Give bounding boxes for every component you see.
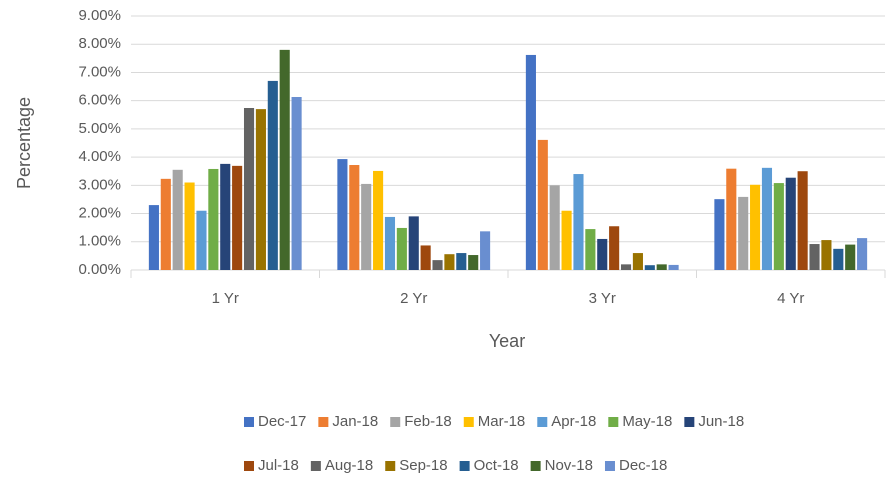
bar [220,163,231,270]
legend-swatch [608,417,619,427]
bar [549,185,560,270]
legend-label: Sep-18 [399,457,447,474]
bar [279,49,290,270]
bar [857,238,868,270]
bar [809,244,820,270]
bar [196,210,207,270]
bar [373,170,384,270]
bar [773,183,784,270]
bar [361,183,372,270]
bar [561,210,572,270]
y-tick-label: 1.00% [78,233,121,250]
legend-label: Mar-18 [478,413,526,430]
bar [537,139,548,270]
bar [172,169,183,270]
y-tick-label: 2.00% [78,205,121,222]
bar [349,165,360,270]
legend-label: Apr-18 [551,413,596,430]
bar [480,231,491,270]
bar [714,199,725,270]
bar [761,167,773,270]
legend-swatch [244,461,254,471]
x-tick-label: 3 Yr [589,290,616,307]
legend-label: Jan-18 [332,413,378,430]
bar [833,248,844,270]
bar [573,174,584,270]
legend-swatch [310,461,321,471]
legend-swatch [318,417,329,427]
legend-label: Dec-18 [619,457,667,474]
y-tick-label: 8.00% [78,35,121,52]
bar [785,177,796,270]
legend-label: Jul-18 [258,457,299,474]
legend-label: Jun-18 [698,413,744,430]
y-tick-label: 9.00% [78,7,121,24]
legend-label: Feb-18 [404,413,452,430]
legend-label: Oct-18 [474,457,519,474]
bar [585,229,596,270]
y-tick-label: 7.00% [78,63,121,80]
legend-swatch [604,461,615,471]
legend-swatch [390,417,401,427]
bar [160,178,171,270]
bar [597,238,608,270]
bar [243,108,255,270]
bar [797,171,808,270]
y-tick-label: 4.00% [78,148,121,165]
bar [632,253,643,270]
legend-label: Dec-17 [258,413,306,430]
bar [396,227,407,270]
y-axis-title: Percentage [14,97,34,189]
bar [408,216,419,270]
bar [738,196,749,270]
bar [184,182,195,270]
legend-label: Nov-18 [545,457,593,474]
bar [821,240,832,270]
y-tick-label: 6.00% [78,92,121,109]
bar [468,255,479,270]
legend-swatch [244,417,254,427]
bar [208,168,219,270]
legend-swatch [537,417,548,427]
bar [620,264,632,270]
bar [337,159,348,270]
bar [444,254,455,270]
x-axis-title: Year [489,331,525,351]
legend-swatch [530,461,541,471]
bar [148,205,159,270]
bar [609,226,620,270]
bar [668,264,679,270]
legend-label: May-18 [622,413,672,430]
x-tick-label: 4 Yr [777,290,804,307]
y-tick-label: 3.00% [78,176,121,193]
bar [750,184,761,270]
legend-swatch [684,417,695,427]
legend-swatch [385,461,396,471]
y-tick-label: 5.00% [78,120,121,137]
bar [525,54,536,270]
x-tick-label: 1 Yr [212,290,239,307]
bar [232,165,243,270]
bar [420,245,431,270]
legend-swatch [459,461,470,471]
bar [644,265,655,270]
legend-swatch [463,417,474,427]
bar [291,96,302,271]
bar [384,216,396,270]
bar [456,253,467,270]
bar [656,264,667,270]
bar [267,80,278,271]
bar [726,168,737,270]
bar [432,260,443,270]
bar [845,244,856,270]
y-tick-label: 0.00% [78,261,121,278]
bar [255,109,266,270]
legend-label: Aug-18 [325,457,373,474]
x-tick-label: 2 Yr [400,290,427,307]
